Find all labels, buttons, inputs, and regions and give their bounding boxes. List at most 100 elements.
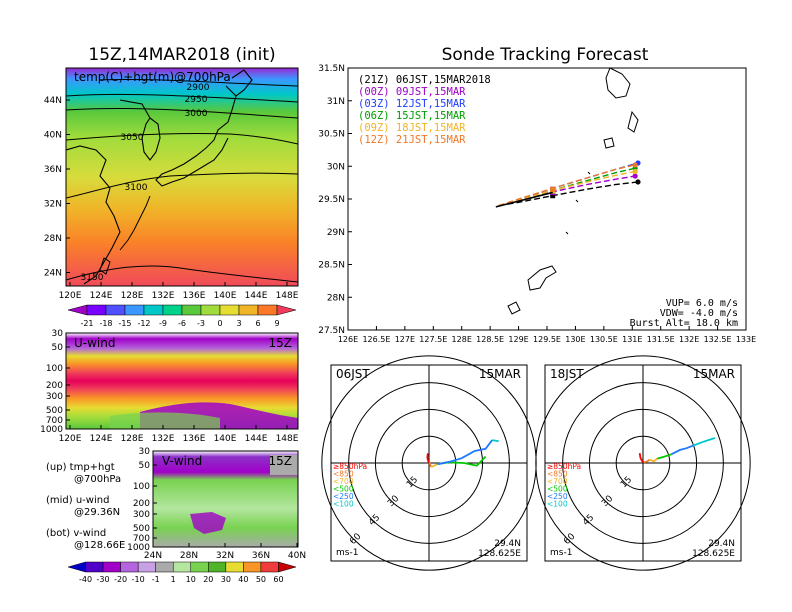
track-param: Burst Alt= 18.0 km [630,318,738,329]
note-line: (mid) u-wind [46,495,109,506]
track-lon-tick-label: 126E [338,335,358,344]
note-line: @700hPa [74,474,121,485]
track-lon-tick-label: 133E [736,335,756,344]
track-lon-tick-label: 130.5E [590,335,618,344]
uwind-lon-tick-label: 144E [245,434,268,444]
temp-colorbar: -21 -18 -15 -12 -9 -6 -3 0 3 6 9 [67,304,297,328]
hodo-unit: ms-1 [550,548,572,558]
hodo-lon: 128.625E [692,549,735,559]
hodo-trace [492,439,499,443]
track-legend-entry: (03Z) 12JST,15MAR [358,98,466,110]
track-param: VDW= -4.0 m/s [660,308,738,319]
uwind-lon-tick-label: 136E [183,434,206,444]
track-legend-entry: (21Z) 06JST,15MAR2018 [358,74,491,86]
vwind-p-tick-label: 500 [133,524,150,534]
wind-colorbar-label: 20 [203,575,213,584]
hodo-level-label: ≥850hPa [333,462,367,471]
track-legend-entry: (06Z) 15JST,15MAR [358,110,466,122]
map-lon-tick-label: 128E [121,291,144,301]
wind-colorbar-cell [172,561,192,573]
track-legend: (21Z) 06JST,15MAR2018(00Z) 09JST,15MAR(0… [358,74,491,146]
hodo-level-label: <700 [333,477,354,486]
contour-label: 2900 [187,83,210,93]
temp-colorbar-cell [162,304,183,316]
temp-colorbar-cell [200,304,221,316]
track-lat-tick-label: 28.5N [318,261,345,271]
hodo-trace [649,457,658,463]
wind-colorbar-cell [67,561,86,573]
temp-colorbar-label: -3 [197,319,205,328]
track-endpoint [632,173,638,179]
map-lat-tick-label: 24N [44,269,62,279]
temp-colorbar-label: -18 [99,319,112,328]
coast-amami [527,265,557,291]
track-legend-entry: (00Z) 09JST,15MAR [358,86,466,98]
track-line [498,170,636,207]
vwind-p-tick-label: 100 [133,482,150,492]
contour-2950 [66,93,298,103]
track-lon-ticks: 126E 126.5E 127E 127.5E 128E 128.5E 129E 129.5E… [338,326,756,344]
track-lat-ticks: 31.5N 31N 30.5N 30N 29.5N 29N 28.5N 28N 27.5N [318,64,352,336]
wind-colorbar-cell [190,561,209,573]
uwind-label: U-wind [74,336,115,350]
hodo-level-label: <250 [333,492,354,501]
wind-colorbar-cell [278,561,297,573]
uwind-p-tick-label: 200 [46,381,63,391]
hodo-trace [692,437,716,447]
temp-colorbar-cell [143,304,164,316]
uwind-frame [65,332,299,430]
wind-colorbar-label: -20 [114,575,127,584]
hodo-trace [656,453,672,460]
uwind-lon-tick-label: 120E [59,434,82,444]
left-title: 15Z,14MAR2018 (init) [88,45,275,65]
coastline-ryukyu [119,195,151,251]
contour-2900 [99,78,298,87]
track-legend-entry: (09Z) 18JST,15MAR [358,122,466,134]
wind-colorbar-cell [260,561,279,573]
track-lon-tick-label: 131E [622,335,642,344]
temp-colorbar-cell [181,304,202,316]
track-lon-tick-label: 128E [452,335,472,344]
temp-colorbar-cell [124,304,145,316]
track-lat-tick-label: 31N [327,97,345,107]
vwind-p-tick-label: 1000 [127,543,150,553]
track-lat-tick-label: 27.5N [318,326,345,336]
vwind-low-purple [190,512,226,534]
temp-map [66,68,298,286]
hodo-trace [643,458,651,464]
vwind-p-tick-label: 700 [133,534,150,544]
hodo-level-label: <850 [333,470,354,479]
wind-colorbar-label: 30 [221,575,231,584]
hodo-lon: 128.625E [478,549,521,559]
contour-3100 [66,172,298,199]
hodo-level-label: <850 [547,470,568,479]
vwind-lat-tick-label: 40N [288,551,306,561]
uwind-time: 15Z [269,336,293,350]
uwind-p-tick-label: 1000 [40,425,63,435]
uwind-lon-tick-label: 148E [276,434,299,444]
contour-3000 [66,107,298,119]
coast-yakushima [603,137,615,149]
wind-colorbar-cell [155,561,174,573]
hodo-level-label: <100 [333,500,354,509]
temp-colorbar-label: 3 [236,319,241,328]
track-lon-tick-label: 127E [395,335,415,344]
map-lat-tick-label: 28N [44,234,62,244]
track-lon-tick-label: 130E [565,335,585,344]
map-lat-tick-label: 32N [44,200,62,210]
track-title: Sonde Tracking Forecast [442,45,649,65]
hodo-time: 06JST [336,367,370,381]
map-lat-tick-label: 40N [44,131,62,141]
track-series [495,160,641,208]
vwind-lat-tick-label: 24N [144,551,162,561]
hodo-date: 15MAR [479,367,521,381]
map-frame [65,67,299,287]
map-lon-tick-label: 140E [214,291,237,301]
uwind-p-tick-label: 500 [46,406,63,416]
wind-colorbar-cell [120,561,139,573]
temp-colorbar-cell [219,304,240,316]
wind-colorbar-cell [208,561,227,573]
vwind-gray-top [270,455,298,475]
